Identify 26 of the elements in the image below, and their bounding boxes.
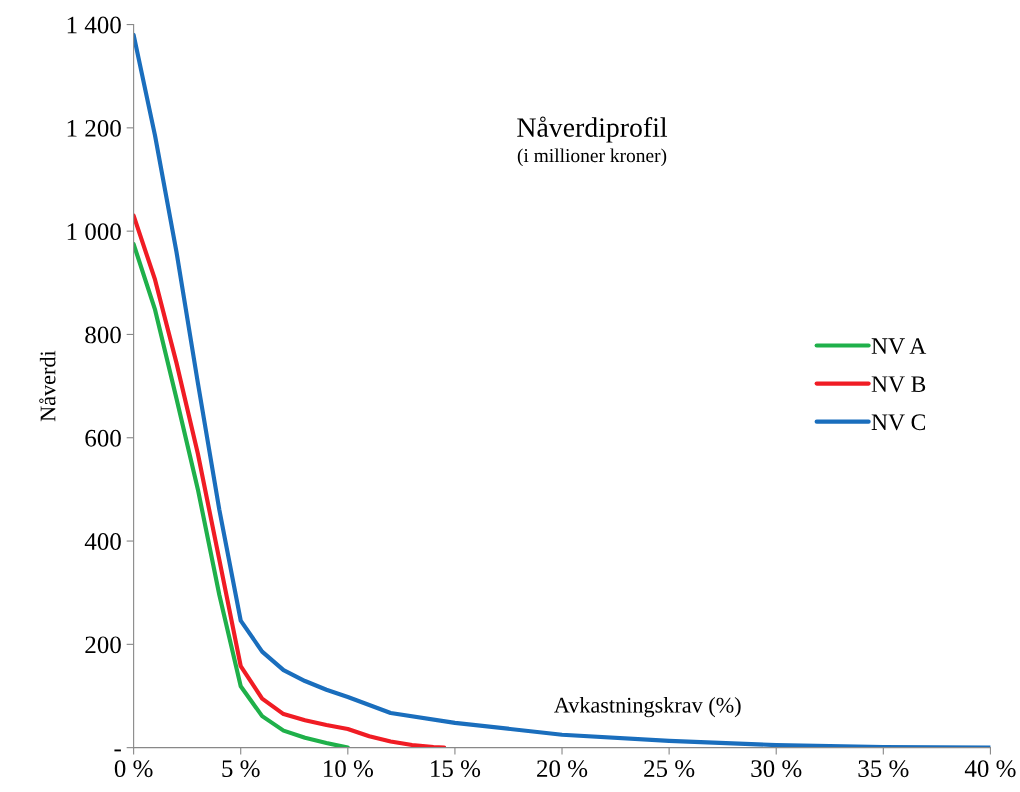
x-tick-label: 25 %: [644, 760, 695, 778]
y-tick-label: 600: [85, 429, 121, 447]
x-tick-label: 40 %: [964, 760, 1016, 778]
x-tick-label: 30 %: [751, 760, 802, 778]
x-tick-label: 10 %: [323, 760, 374, 778]
y-tick-label: 1 200: [67, 119, 121, 137]
text: (i millioner kroner): [517, 148, 667, 167]
text: Nåverdiprofil: [517, 116, 668, 143]
x-tick-label: 5 %: [222, 760, 260, 778]
line-series: [133, 213, 447, 748]
x-axis-title: Avkastningskrav (%): [554, 697, 741, 718]
y-tick-label: 400: [84, 533, 121, 550]
x-tick-label: 35 %: [858, 760, 909, 778]
legend-label: NV B: [871, 376, 926, 393]
x-tick-label: 0 %: [114, 760, 153, 778]
y-tick-label: 1 400: [67, 16, 121, 34]
y-tick-label: -: [114, 749, 121, 752]
line-series: [133, 241, 350, 748]
y-axis-title: Nåverdi: [39, 350, 56, 422]
y-tick-label: 200: [85, 636, 121, 654]
y-tick-label: 800: [85, 326, 121, 344]
x-tick-label: 20 %: [537, 760, 588, 778]
legend-label: NV A: [871, 338, 927, 355]
legend-label: NV C: [871, 414, 926, 431]
y-tick-label: 1 000: [67, 223, 121, 241]
x-tick-label: 15 %: [431, 760, 481, 778]
